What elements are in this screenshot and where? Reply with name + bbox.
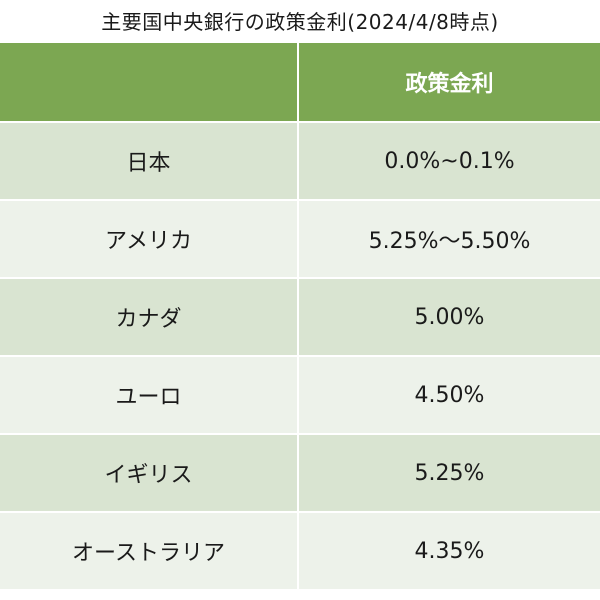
policy-rate-table: 政策金利 日本 0.0%~0.1% アメリカ 5.25%〜5.50% カナダ 5… [0, 43, 600, 591]
rate-cell: 4.35% [298, 512, 600, 591]
table-row: 日本 0.0%~0.1% [0, 122, 600, 201]
table-row: カナダ 5.00% [0, 278, 600, 357]
rate-cell: 5.25%〜5.50% [298, 200, 600, 279]
table-row: アメリカ 5.25%〜5.50% [0, 200, 600, 279]
country-cell: オーストラリア [0, 512, 299, 591]
country-cell: 日本 [0, 122, 299, 201]
header-country [0, 43, 299, 123]
rate-cell: 5.25% [298, 434, 600, 513]
header-policy-rate: 政策金利 [298, 43, 600, 123]
country-cell: アメリカ [0, 200, 299, 279]
country-cell: カナダ [0, 278, 299, 357]
rate-cell: 4.50% [298, 356, 600, 435]
rate-cell: 0.0%~0.1% [298, 122, 600, 201]
table-row: イギリス 5.25% [0, 434, 600, 513]
table-header-row: 政策金利 [0, 43, 600, 123]
country-cell: ユーロ [0, 356, 299, 435]
page-title: 主要国中央銀行の政策金利(2024/4/8時点) [101, 10, 499, 34]
table-row: オーストラリア 4.35% [0, 512, 600, 591]
table-row: ユーロ 4.50% [0, 356, 600, 435]
country-cell: イギリス [0, 434, 299, 513]
rate-cell: 5.00% [298, 278, 600, 357]
